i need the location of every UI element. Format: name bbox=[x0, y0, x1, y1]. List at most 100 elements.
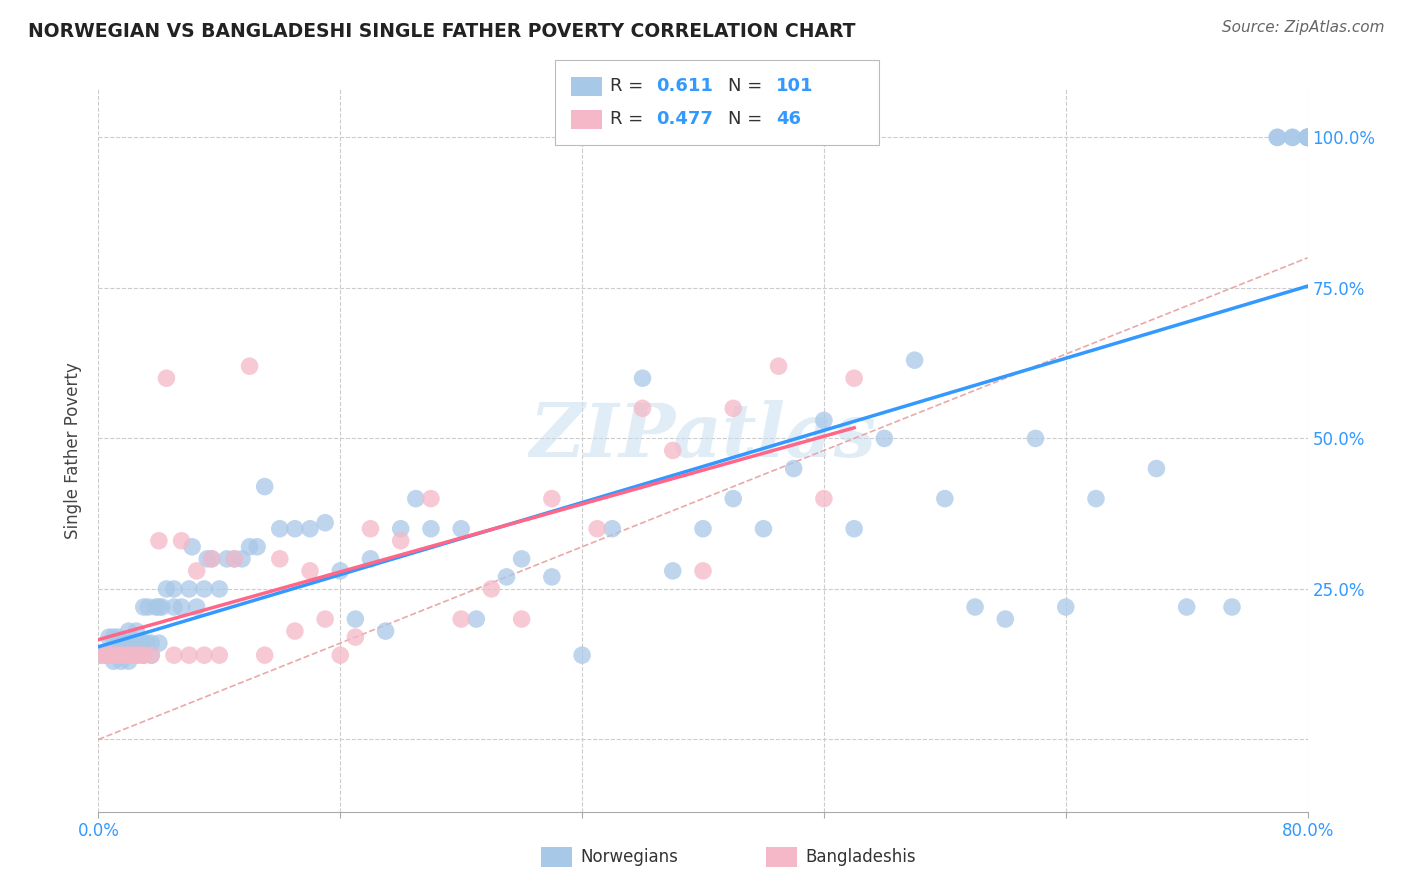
Point bbox=[360, 551, 382, 566]
Point bbox=[179, 648, 201, 662]
Point bbox=[1281, 130, 1303, 145]
Text: 101: 101 bbox=[776, 77, 814, 95]
Point bbox=[692, 522, 714, 536]
Point bbox=[125, 648, 148, 662]
Point bbox=[108, 636, 131, 650]
Point bbox=[284, 624, 307, 639]
Text: NORWEGIAN VS BANGLADESHI SINGLE FATHER POVERTY CORRELATION CHART: NORWEGIAN VS BANGLADESHI SINGLE FATHER P… bbox=[28, 22, 856, 41]
Point bbox=[107, 630, 129, 644]
Point bbox=[103, 630, 125, 644]
Point bbox=[1296, 130, 1319, 145]
Point bbox=[193, 582, 215, 596]
Text: 0.477: 0.477 bbox=[657, 110, 713, 128]
Text: 80.0%: 80.0% bbox=[1281, 822, 1334, 839]
Point bbox=[163, 599, 186, 614]
Point bbox=[1085, 491, 1108, 506]
Point bbox=[299, 564, 322, 578]
Point bbox=[110, 648, 132, 662]
Point bbox=[155, 582, 177, 596]
Point bbox=[145, 599, 167, 614]
Point bbox=[314, 612, 336, 626]
Point bbox=[540, 570, 562, 584]
Point bbox=[510, 551, 533, 566]
Point bbox=[148, 636, 170, 650]
Point bbox=[91, 648, 114, 662]
Text: 0.0%: 0.0% bbox=[77, 822, 120, 839]
Point bbox=[374, 624, 396, 639]
Point bbox=[586, 522, 609, 536]
Point bbox=[118, 642, 141, 657]
Text: 0.611: 0.611 bbox=[657, 77, 713, 95]
Point bbox=[965, 599, 987, 614]
Point bbox=[136, 599, 159, 614]
Point bbox=[661, 443, 683, 458]
Point bbox=[813, 491, 835, 506]
Point bbox=[420, 491, 443, 506]
Point bbox=[118, 654, 141, 668]
Point bbox=[253, 648, 276, 662]
Point bbox=[100, 648, 122, 662]
Text: 46: 46 bbox=[776, 110, 801, 128]
Point bbox=[269, 522, 291, 536]
Point bbox=[150, 599, 173, 614]
Point bbox=[420, 522, 443, 536]
Point bbox=[495, 570, 517, 584]
Point bbox=[360, 522, 382, 536]
Point bbox=[602, 522, 624, 536]
Point bbox=[125, 636, 148, 650]
Point bbox=[103, 642, 125, 657]
Point bbox=[329, 648, 352, 662]
Point bbox=[1175, 599, 1198, 614]
Point bbox=[148, 533, 170, 548]
Point bbox=[201, 551, 224, 566]
Point bbox=[692, 564, 714, 578]
Point bbox=[344, 630, 367, 644]
Point bbox=[118, 624, 141, 639]
Point bbox=[540, 491, 562, 506]
Point bbox=[231, 551, 253, 566]
Point bbox=[299, 522, 322, 536]
Point bbox=[813, 413, 835, 427]
Point bbox=[1296, 130, 1319, 145]
Point bbox=[103, 648, 125, 662]
Point bbox=[405, 491, 427, 506]
Point bbox=[783, 461, 806, 475]
Point bbox=[723, 401, 745, 416]
Point bbox=[135, 636, 157, 650]
Point bbox=[253, 480, 276, 494]
Point bbox=[179, 582, 201, 596]
Point bbox=[844, 522, 866, 536]
Point bbox=[181, 540, 204, 554]
Point bbox=[246, 540, 269, 554]
Point bbox=[94, 648, 117, 662]
Point bbox=[1024, 432, 1046, 446]
Y-axis label: Single Father Poverty: Single Father Poverty bbox=[65, 362, 83, 539]
Point bbox=[105, 648, 128, 662]
Point bbox=[186, 564, 208, 578]
Point bbox=[186, 599, 208, 614]
Point bbox=[631, 371, 654, 385]
Point bbox=[155, 371, 177, 385]
Point bbox=[239, 359, 262, 373]
Point bbox=[661, 564, 683, 578]
Point bbox=[1267, 130, 1289, 145]
Point bbox=[163, 648, 186, 662]
Point bbox=[114, 636, 136, 650]
Point bbox=[110, 654, 132, 668]
Point bbox=[121, 648, 143, 662]
Point bbox=[284, 522, 307, 536]
Point bbox=[89, 648, 111, 662]
Text: Bangladeshis: Bangladeshis bbox=[806, 848, 917, 866]
Point bbox=[329, 564, 352, 578]
Point bbox=[129, 648, 152, 662]
Point bbox=[193, 648, 215, 662]
Point bbox=[224, 551, 246, 566]
Point bbox=[1054, 599, 1077, 614]
Text: R =: R = bbox=[610, 110, 650, 128]
Point bbox=[314, 516, 336, 530]
Point bbox=[1296, 130, 1319, 145]
Point bbox=[934, 491, 956, 506]
Point bbox=[904, 353, 927, 368]
Text: Source: ZipAtlas.com: Source: ZipAtlas.com bbox=[1222, 20, 1385, 35]
Point bbox=[201, 551, 224, 566]
